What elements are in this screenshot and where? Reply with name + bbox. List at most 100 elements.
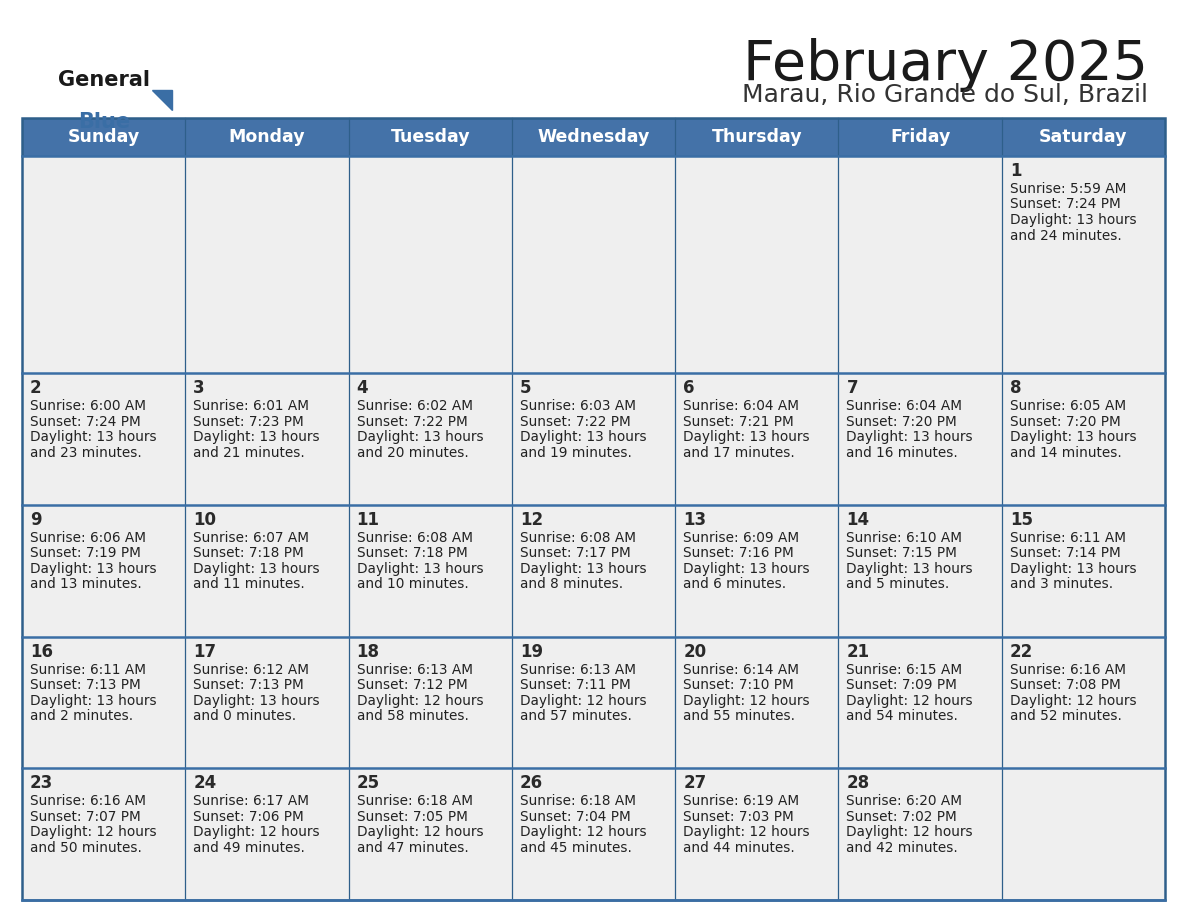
Text: 9: 9 [30, 511, 42, 529]
Text: and 8 minutes.: and 8 minutes. [520, 577, 623, 591]
Text: Sunrise: 6:19 AM: Sunrise: 6:19 AM [683, 794, 800, 809]
Text: and 5 minutes.: and 5 minutes. [846, 577, 949, 591]
Text: Daylight: 13 hours: Daylight: 13 hours [30, 431, 157, 444]
Text: Sunset: 7:24 PM: Sunset: 7:24 PM [30, 415, 140, 429]
Text: Sunrise: 6:13 AM: Sunrise: 6:13 AM [356, 663, 473, 677]
Text: and 23 minutes.: and 23 minutes. [30, 446, 141, 460]
Text: Sunset: 7:20 PM: Sunset: 7:20 PM [1010, 415, 1120, 429]
Text: Daylight: 12 hours: Daylight: 12 hours [356, 694, 484, 708]
Text: Sunrise: 6:14 AM: Sunrise: 6:14 AM [683, 663, 800, 677]
Bar [23, 118, 1165, 156]
Text: and 20 minutes.: and 20 minutes. [356, 446, 468, 460]
Text: Sunset: 7:21 PM: Sunset: 7:21 PM [683, 415, 794, 429]
Text: Daylight: 12 hours: Daylight: 12 hours [520, 694, 646, 708]
Text: Daylight: 13 hours: Daylight: 13 hours [194, 562, 320, 576]
Text: and 11 minutes.: and 11 minutes. [194, 577, 305, 591]
Text: Daylight: 12 hours: Daylight: 12 hours [846, 694, 973, 708]
Text: 16: 16 [30, 643, 53, 661]
Text: 28: 28 [846, 774, 870, 792]
Text: General: General [58, 70, 150, 90]
Text: and 52 minutes.: and 52 minutes. [1010, 709, 1121, 723]
Text: and 19 minutes.: and 19 minutes. [520, 446, 632, 460]
Bar [23, 374, 1165, 505]
Text: Sunset: 7:04 PM: Sunset: 7:04 PM [520, 810, 631, 823]
Text: Sunset: 7:08 PM: Sunset: 7:08 PM [1010, 678, 1120, 692]
Text: 23: 23 [30, 774, 53, 792]
Text: Sunrise: 6:01 AM: Sunrise: 6:01 AM [194, 399, 309, 413]
Text: 22: 22 [1010, 643, 1032, 661]
Text: Sunrise: 6:17 AM: Sunrise: 6:17 AM [194, 794, 309, 809]
Text: Sunset: 7:17 PM: Sunset: 7:17 PM [520, 546, 631, 561]
Text: 20: 20 [683, 643, 707, 661]
Text: 24: 24 [194, 774, 216, 792]
Text: Sunset: 7:07 PM: Sunset: 7:07 PM [30, 810, 140, 823]
Text: Daylight: 13 hours: Daylight: 13 hours [1010, 562, 1137, 576]
Text: 8: 8 [1010, 379, 1022, 397]
Text: and 13 minutes.: and 13 minutes. [30, 577, 141, 591]
Text: Tuesday: Tuesday [391, 128, 470, 146]
Text: Daylight: 13 hours: Daylight: 13 hours [30, 694, 157, 708]
Text: 27: 27 [683, 774, 707, 792]
Text: Daylight: 12 hours: Daylight: 12 hours [520, 825, 646, 839]
Bar [23, 637, 1165, 768]
Text: 15: 15 [1010, 511, 1032, 529]
Text: Monday: Monday [228, 128, 305, 146]
Text: and 14 minutes.: and 14 minutes. [1010, 446, 1121, 460]
Text: Wednesday: Wednesday [537, 128, 650, 146]
Text: Daylight: 13 hours: Daylight: 13 hours [1010, 431, 1137, 444]
Text: 11: 11 [356, 511, 380, 529]
Text: Sunset: 7:02 PM: Sunset: 7:02 PM [846, 810, 958, 823]
Text: Sunset: 7:13 PM: Sunset: 7:13 PM [30, 678, 140, 692]
Text: Daylight: 13 hours: Daylight: 13 hours [683, 562, 810, 576]
Text: and 17 minutes.: and 17 minutes. [683, 446, 795, 460]
Text: and 58 minutes.: and 58 minutes. [356, 709, 468, 723]
Text: Friday: Friday [890, 128, 950, 146]
Text: Sunset: 7:22 PM: Sunset: 7:22 PM [356, 415, 467, 429]
Text: and 54 minutes.: and 54 minutes. [846, 709, 959, 723]
Text: Sunrise: 6:04 AM: Sunrise: 6:04 AM [846, 399, 962, 413]
Text: Daylight: 12 hours: Daylight: 12 hours [30, 825, 157, 839]
Text: Sunrise: 6:09 AM: Sunrise: 6:09 AM [683, 531, 800, 545]
Text: Daylight: 13 hours: Daylight: 13 hours [1010, 213, 1137, 227]
Text: Sunset: 7:14 PM: Sunset: 7:14 PM [1010, 546, 1120, 561]
Text: Sunset: 7:12 PM: Sunset: 7:12 PM [356, 678, 467, 692]
Text: Daylight: 13 hours: Daylight: 13 hours [520, 431, 646, 444]
Text: Sunset: 7:18 PM: Sunset: 7:18 PM [356, 546, 467, 561]
Text: and 3 minutes.: and 3 minutes. [1010, 577, 1113, 591]
Text: and 24 minutes.: and 24 minutes. [1010, 229, 1121, 242]
Text: 21: 21 [846, 643, 870, 661]
Bar [23, 118, 1165, 900]
Text: 13: 13 [683, 511, 707, 529]
Text: 4: 4 [356, 379, 368, 397]
Text: Sunrise: 6:18 AM: Sunrise: 6:18 AM [520, 794, 636, 809]
Text: Daylight: 13 hours: Daylight: 13 hours [846, 562, 973, 576]
Text: and 47 minutes.: and 47 minutes. [356, 841, 468, 855]
Text: Sunrise: 6:13 AM: Sunrise: 6:13 AM [520, 663, 636, 677]
Text: Daylight: 13 hours: Daylight: 13 hours [846, 431, 973, 444]
Text: Sunset: 7:15 PM: Sunset: 7:15 PM [846, 546, 958, 561]
Text: 1: 1 [1010, 162, 1022, 180]
Text: Sunrise: 6:00 AM: Sunrise: 6:00 AM [30, 399, 146, 413]
Text: Daylight: 12 hours: Daylight: 12 hours [356, 825, 484, 839]
Text: Sunrise: 6:11 AM: Sunrise: 6:11 AM [30, 663, 146, 677]
Text: and 10 minutes.: and 10 minutes. [356, 577, 468, 591]
Text: Sunrise: 6:03 AM: Sunrise: 6:03 AM [520, 399, 636, 413]
Text: Sunset: 7:22 PM: Sunset: 7:22 PM [520, 415, 631, 429]
Text: Daylight: 13 hours: Daylight: 13 hours [683, 431, 810, 444]
Text: Daylight: 13 hours: Daylight: 13 hours [194, 431, 320, 444]
Text: 26: 26 [520, 774, 543, 792]
Bar [23, 768, 1165, 900]
Text: Sunset: 7:20 PM: Sunset: 7:20 PM [846, 415, 958, 429]
Text: Thursday: Thursday [712, 128, 802, 146]
Bar [23, 156, 1165, 374]
Text: Sunrise: 6:02 AM: Sunrise: 6:02 AM [356, 399, 473, 413]
Text: Daylight: 12 hours: Daylight: 12 hours [683, 825, 810, 839]
Text: and 49 minutes.: and 49 minutes. [194, 841, 305, 855]
Text: 12: 12 [520, 511, 543, 529]
Text: Sunrise: 6:11 AM: Sunrise: 6:11 AM [1010, 531, 1126, 545]
Text: Daylight: 12 hours: Daylight: 12 hours [846, 825, 973, 839]
Text: Marau, Rio Grande do Sul, Brazil: Marau, Rio Grande do Sul, Brazil [742, 83, 1148, 107]
Text: and 50 minutes.: and 50 minutes. [30, 841, 141, 855]
Text: 17: 17 [194, 643, 216, 661]
Text: Daylight: 13 hours: Daylight: 13 hours [356, 431, 484, 444]
